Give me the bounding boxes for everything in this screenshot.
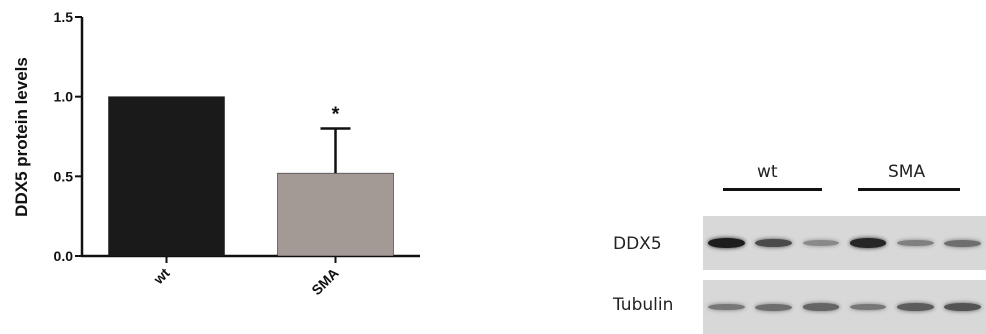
- blot-band: [708, 238, 745, 248]
- y-axis-label: DDX5 protein levels: [12, 57, 31, 217]
- blot-strip-ddx5: [703, 216, 986, 270]
- blot-band: [802, 239, 840, 247]
- blot-band: [755, 303, 793, 311]
- y-tick-label: 1.5: [54, 9, 74, 25]
- blot-band: [944, 303, 981, 311]
- significance-marker: *: [332, 104, 340, 126]
- x-tick-label: SMA: [308, 265, 341, 298]
- blot-strip-tubulin: [703, 280, 986, 334]
- blot-row-label-tubulin: Tubulin: [613, 295, 674, 315]
- chart-bars: *: [108, 96, 394, 257]
- x-tick-label: wt: [150, 265, 173, 288]
- blot-band: [944, 239, 981, 247]
- blot-band: [896, 239, 934, 247]
- blot-group-label-sma: SMA: [888, 162, 926, 182]
- y-tick-label: 0.5: [54, 168, 74, 184]
- blot-band: [802, 303, 840, 311]
- blot-group-line-wt: [723, 188, 822, 191]
- blot-group-line-sma: [858, 188, 960, 191]
- blot-band: [849, 303, 887, 311]
- blot-band: [755, 238, 793, 248]
- blot-band: [849, 238, 887, 248]
- western-blot-panel: wt SMA DDX5 Tubulin: [590, 150, 986, 334]
- blot-band: [896, 303, 934, 311]
- blot-row-label-ddx5: DDX5: [613, 234, 662, 254]
- bar-chart: 0.0 0.5 1.0 1.5 wt SMA * DDX5 protein levels: [12, 9, 420, 298]
- y-tick-label: 0.0: [54, 248, 74, 264]
- bar: [108, 96, 225, 257]
- bar: [277, 172, 394, 257]
- blot-band: [708, 303, 745, 311]
- y-tick-label: 1.0: [54, 89, 74, 105]
- blot-group-label-wt: wt: [757, 162, 778, 182]
